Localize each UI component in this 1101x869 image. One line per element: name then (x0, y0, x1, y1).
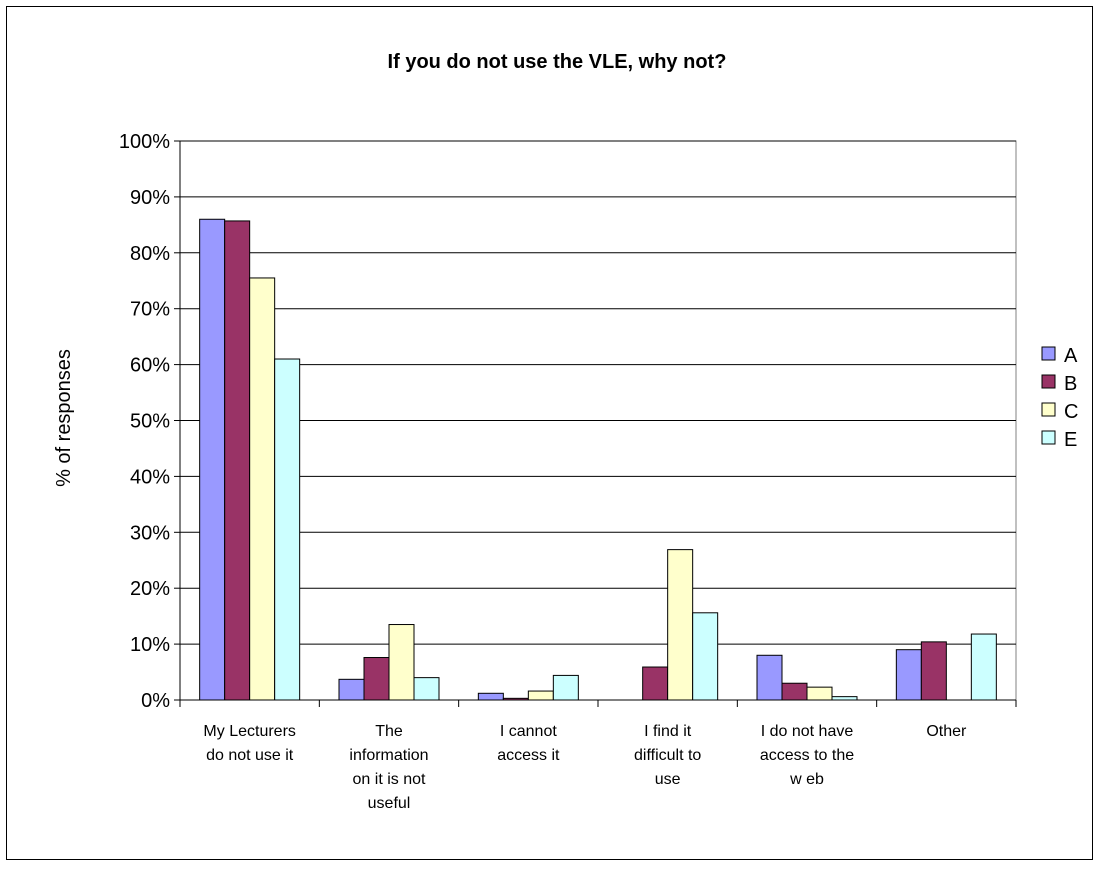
legend-label-a: A (1064, 345, 1078, 367)
y-tick-label: 70% (130, 299, 170, 321)
bar-c (388, 624, 415, 701)
bar-a (895, 649, 922, 701)
y-tick-label: 60% (130, 355, 170, 377)
gridlines (180, 140, 1016, 645)
bar-c (806, 686, 833, 701)
y-tick-labels: 0% 10% 20% 30% 40% 50% 60% 70% 80% 90% 100% (119, 131, 170, 712)
bar-a (338, 678, 365, 701)
x-tick-label: The (375, 723, 403, 740)
x-tick-label: My Lecturers (203, 723, 295, 740)
y-tick-label: 30% (130, 522, 170, 544)
bar-e (970, 633, 997, 701)
y-tick-label: 0% (141, 690, 170, 712)
x-tick-label: information (349, 747, 428, 764)
bar-a (199, 218, 226, 701)
x-tick-label: use (655, 771, 681, 788)
bar-e (552, 674, 579, 701)
y-tick-label: 80% (130, 243, 170, 265)
bar-c (249, 277, 276, 701)
bar-e (413, 677, 440, 701)
x-tick-label: I do not have (761, 723, 854, 740)
bar-b (781, 682, 808, 701)
bar-c (527, 690, 554, 701)
y-tick-label: 90% (130, 187, 170, 209)
bar-e (831, 696, 858, 701)
legend-label-c: C (1064, 401, 1078, 423)
legend-swatch-a (1041, 346, 1056, 361)
legend-swatch-c (1041, 402, 1056, 417)
y-tick-label: 20% (130, 578, 170, 600)
bar-e (692, 612, 719, 701)
x-tick-label: useful (368, 795, 411, 812)
x-tick-label: access it (497, 747, 560, 764)
legend-swatch-e (1041, 430, 1056, 445)
x-tick-label: on it is not (353, 771, 426, 788)
y-tick-label: 40% (130, 466, 170, 488)
x-tick-label: I cannot (500, 723, 557, 740)
y-tick-label: 50% (130, 411, 170, 433)
x-tick-label: do not use it (206, 747, 294, 764)
bar-a (756, 654, 783, 701)
legend-label-e: E (1064, 429, 1077, 451)
bar-e (274, 358, 301, 701)
bar-c (667, 549, 694, 701)
bar-a (477, 692, 504, 701)
legend-swatch-b (1041, 374, 1056, 389)
x-tick-label: w eb (789, 771, 824, 788)
legend-label-b: B (1064, 373, 1077, 395)
bar-b (363, 657, 390, 701)
bar-b (224, 220, 251, 701)
y-axis-label: % of responses (53, 349, 75, 487)
axes (174, 140, 1017, 707)
y-tick-label: 10% (130, 634, 170, 656)
x-tick-label: I find it (644, 723, 692, 740)
x-tick-label: Other (926, 723, 967, 740)
x-tick-label: difficult to (634, 747, 701, 764)
x-tick-label: access to the (760, 747, 854, 764)
y-tick-label: 100% (119, 131, 170, 153)
x-tick-labels: My Lecturers do not use it The information o… (203, 723, 967, 812)
bar-b (920, 641, 947, 701)
chart-title: If you do not use the VLE, why not? (388, 51, 727, 73)
bar-b (642, 666, 669, 701)
